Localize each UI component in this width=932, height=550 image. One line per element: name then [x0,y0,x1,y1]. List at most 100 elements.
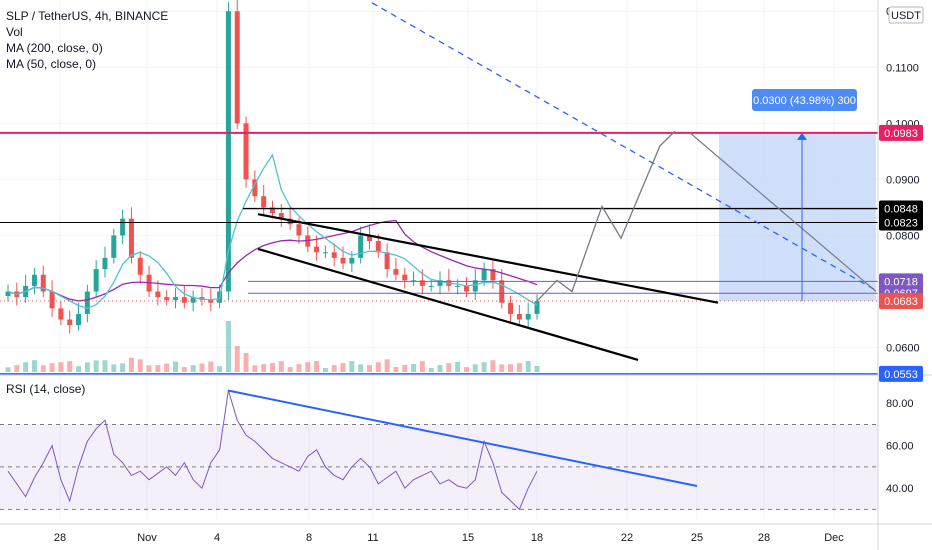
candle-body [322,252,328,254]
channel-lower-line [257,247,639,361]
currency-badge-bg [888,6,924,24]
candle-body [455,285,461,287]
volume-bar [225,321,231,372]
candle-body [428,285,434,287]
candle-body [128,218,134,258]
candle-body [296,224,302,236]
currency-badge-text: USDT [891,10,921,22]
volume-bar [508,364,514,372]
candle-body [393,269,399,275]
price-badge-bg [879,200,923,217]
volume-bar [490,360,496,372]
volume-bar [358,364,364,372]
volume-bar [93,360,99,372]
candle-body [173,297,179,300]
rsi-tick-label: 80.00 [886,398,914,410]
candle-body [525,313,531,320]
price-badge-text: 0.0683 [884,296,918,308]
price-badge-bg [879,214,923,231]
drawings: 0.0300 (43.98%) 300 [0,2,879,375]
volume-bar [499,364,505,372]
volume-bar [261,364,267,372]
volume-bar [402,365,408,372]
volume-bar [437,365,443,372]
volume-bar [384,359,390,372]
volume-bar [181,367,187,372]
candle-body [234,11,240,124]
volume-bar [217,366,223,372]
candle-body [164,297,170,300]
volume-bar [199,363,205,372]
price-tick-label: 0.0900 [886,174,920,186]
candle-body [516,313,522,320]
volume-bar [128,357,134,372]
candle-body [120,218,126,236]
volume-bar [164,363,170,372]
volume-bar [120,363,126,372]
legend-vol: Vol [6,25,23,39]
candle-body [5,291,11,296]
candle-body [31,274,37,286]
time-tick-label: Nov [137,532,157,544]
candle-body [411,280,417,282]
candle-body [225,11,231,292]
candle-body [384,252,390,270]
channel-upper-line [257,213,719,304]
candle-body [102,257,108,270]
volume-bar [234,346,240,372]
ma50-line [7,153,538,309]
legend-title: SLP / TetherUS, 4h, BINANCE [6,9,169,23]
drawings-back [719,132,876,302]
volume-bar [40,365,46,372]
volume-bar [76,366,82,372]
candle-body [358,235,364,258]
candle-body [314,246,320,253]
time-tick-label: Dec [824,532,844,544]
price-tick-label: 0.0800 [886,230,920,242]
time-tick-label: 15 [462,532,474,544]
volume-bar [14,365,20,372]
price-tick-label: 0.0600 [886,343,920,355]
volume-bar [366,365,372,372]
candle-body [331,252,337,258]
candle-body [270,207,275,214]
time-tick-label: 25 [691,532,703,544]
volume-bar [419,361,425,372]
rsi-line [7,390,538,511]
rsi-bands [0,423,878,510]
candle-body [463,285,469,292]
volume-bar [243,353,249,372]
volume-bar [58,362,64,372]
projected-path [536,130,676,302]
candle-body [137,257,143,275]
volume-bar [208,361,214,372]
volume-bar [49,363,55,372]
projection-diagonal [689,132,877,292]
candle-body [375,241,381,253]
volume-bar [340,363,346,372]
price-badge-text: 0.0823 [884,218,918,230]
volume-bar [23,362,29,372]
candle-body [402,274,408,281]
volume-bar [173,361,179,372]
volume-bar [84,362,90,372]
volume-bar [278,361,284,372]
candle-body [349,257,355,264]
price-badge-text: 0.0983 [884,128,918,140]
volume-bar [375,362,381,372]
price-badge-bg [879,124,923,141]
volume-bar [155,365,161,372]
dashed-trendline [371,2,879,293]
measure-label-text: 0.0300 (43.98%) 300 [753,95,856,107]
candle-body [252,179,258,197]
legend-ma50: MA (50, close, 0) [6,57,97,71]
candle-body [472,280,478,292]
time-tick-label: 8 [306,532,312,544]
candle-body [490,269,496,281]
volume-bar [331,365,337,372]
volume-bar [463,367,469,372]
candle-body [419,280,425,286]
volume-bar [305,362,311,372]
time-tick-label: 4 [214,532,220,544]
